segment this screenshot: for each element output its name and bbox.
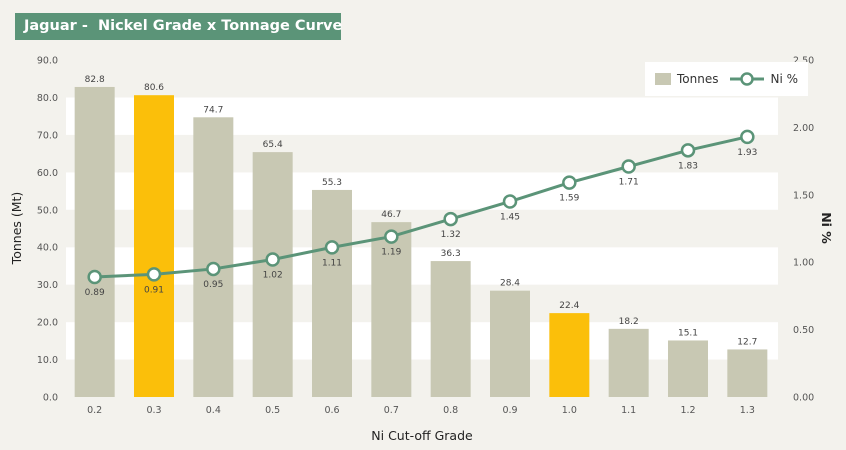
ni-value-label: 1.83 (678, 161, 698, 171)
tonnes-bar (608, 328, 649, 397)
tonnes-bar (549, 313, 590, 397)
ni-point-marker (384, 229, 399, 244)
ni-point-marker (87, 269, 102, 285)
y2-tick-label: 0.00 (793, 393, 814, 404)
ni-point-marker (680, 143, 696, 158)
y2-tick-label: 2.00 (793, 123, 814, 134)
grid-band (66, 172, 778, 210)
ni-value-label: 1.93 (737, 148, 757, 158)
x-tick-label: 1.3 (740, 405, 755, 416)
ni-value-label: 1.45 (500, 213, 520, 223)
x-tick-label: 0.5 (265, 405, 280, 416)
bar-value-label: 74.7 (203, 105, 223, 115)
ni-value-label: 1.19 (381, 248, 401, 258)
ni-value-label: 1.02 (263, 271, 283, 281)
y-axis-title: Tonnes (Mt) (9, 192, 24, 266)
bar-value-label: 80.6 (144, 83, 164, 93)
x-tick-label: 0.9 (502, 405, 517, 416)
ni-value-label: 1.71 (619, 177, 639, 187)
tonnes-bar (490, 290, 530, 397)
x-tick-label: 1.0 (562, 405, 577, 416)
chart-title: Jaguar - Nickel Grade x Tonnage Curve (15, 13, 342, 40)
ni-point-marker (206, 261, 221, 277)
ni-value-label: 0.91 (144, 285, 164, 295)
ni-point-marker (740, 129, 755, 145)
bar-value-label: 36.3 (441, 249, 461, 259)
grid-band (66, 359, 778, 397)
grid-band (66, 284, 778, 323)
ni-value-label: 1.32 (441, 230, 461, 240)
y-tick-label: 90.0 (37, 56, 58, 67)
bar-value-label: 65.4 (263, 140, 283, 150)
bar-value-label: 82.8 (85, 75, 105, 85)
y2-tick-label: 0.50 (793, 325, 814, 336)
ni-point-marker (146, 267, 162, 282)
grid-band (66, 97, 778, 135)
ni-point-marker (621, 159, 636, 174)
y-tick-label: 40.0 (37, 243, 58, 254)
x-tick-label: 0.8 (443, 405, 458, 416)
tonnes-bar (252, 152, 293, 397)
bar-value-label: 18.2 (619, 317, 639, 327)
bar-value-label: 28.4 (500, 279, 520, 289)
ni-point-marker (443, 211, 458, 227)
grid-band (66, 322, 778, 360)
x-tick-label: 0.3 (146, 405, 161, 416)
y-tick-label: 20.0 (37, 318, 58, 329)
y-tick-label: 30.0 (37, 280, 58, 291)
y-tick-label: 60.0 (37, 168, 58, 179)
legend-ni-label: Ni % (770, 72, 799, 86)
tonnes-bar (74, 86, 115, 398)
y-tick-label: 50.0 (37, 205, 58, 216)
bar-value-label: 12.7 (737, 337, 757, 347)
ni-grade-line (94, 135, 748, 279)
bar-value-label: 15.1 (678, 328, 698, 338)
ni-value-label: 1.59 (559, 194, 579, 204)
x-tick-label: 0.4 (206, 405, 221, 416)
bar-value-label: 22.4 (559, 301, 579, 311)
x-tick-label: 0.6 (324, 405, 339, 416)
legend-tonnes-label: Tonnes (677, 72, 719, 86)
y-tick-label: 10.0 (37, 355, 58, 366)
x-tick-label: 1.2 (680, 405, 695, 416)
grid-band (66, 247, 778, 285)
ni-value-label: 0.95 (203, 280, 223, 290)
y-tick-label: 70.0 (37, 130, 58, 141)
ni-point-marker (562, 175, 577, 190)
y2-tick-label: 1.50 (793, 190, 814, 201)
x-axis-title: Ni Cut-off Grade (371, 428, 473, 443)
ni-line-marker-icon (730, 72, 765, 86)
ni-value-label: 1.11 (322, 258, 342, 268)
tonnes-bar (312, 189, 352, 397)
ni-point-marker (324, 240, 340, 255)
ni-point-marker (265, 252, 280, 267)
tonnes-swatch-icon (655, 73, 671, 85)
y-tick-label: 80.0 (37, 93, 58, 104)
ni-point-marker (502, 194, 518, 209)
chart-legend: Tonnes Ni % (645, 62, 809, 96)
bar-value-label: 55.3 (322, 178, 342, 188)
ni-value-label: 0.89 (85, 288, 105, 298)
tonnes-bar (134, 95, 174, 397)
tonnes-bar (727, 349, 768, 397)
x-tick-label: 1.1 (621, 405, 636, 416)
x-tick-label: 0.7 (384, 405, 399, 416)
y2-axis-title: Ni % (819, 212, 834, 244)
tonnes-bar (430, 261, 471, 397)
y-tick-label: 0.0 (43, 393, 58, 404)
grid-band (66, 134, 778, 173)
y2-tick-label: 1.00 (793, 258, 814, 269)
bar-value-label: 46.7 (381, 210, 401, 220)
x-tick-label: 0.2 (87, 405, 102, 416)
y2-tick-label: 2.50 (793, 56, 814, 67)
tonnes-bar (193, 117, 234, 397)
tonnes-bar (371, 222, 412, 397)
tonnes-bar (668, 340, 708, 397)
